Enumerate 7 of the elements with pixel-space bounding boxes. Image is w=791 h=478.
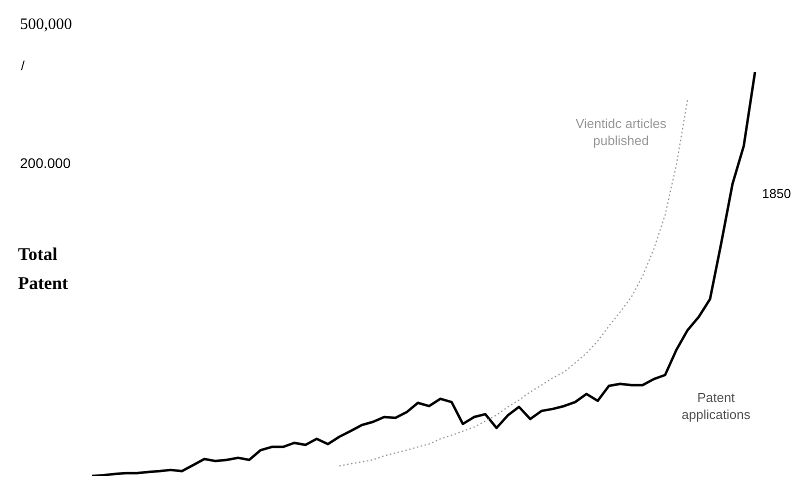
text: 500,000 [20,16,72,34]
series-label: Patent applications [680,389,752,423]
text: 1850 [762,186,791,201]
series-label: Vientidc articles published [574,115,668,149]
text: / [21,58,25,73]
text: 200.000 [20,155,71,171]
y-axis-title: Total Patent [18,243,69,295]
